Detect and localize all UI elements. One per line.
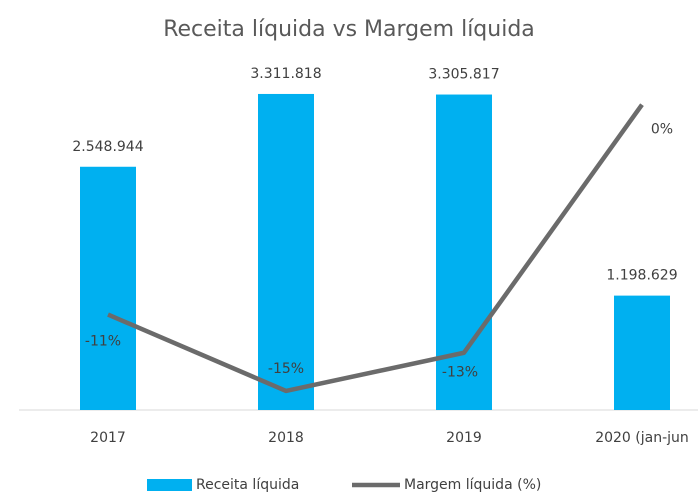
data-label: 0% (651, 122, 673, 138)
data-label: -11% (85, 334, 121, 350)
x-tick-label: 2019 (446, 430, 482, 446)
bar (614, 295, 670, 410)
line (107, 103, 644, 394)
x-tick-label: 2018 (268, 430, 304, 446)
chart-title: Receita líquida vs Margem líquida (163, 17, 535, 42)
data-label: 3.305.817 (428, 67, 499, 83)
legend-label: Receita líquida (196, 477, 299, 493)
data-label: -13% (442, 365, 478, 381)
data-label: 3.311.818 (250, 66, 321, 82)
bar (436, 94, 492, 410)
x-tick-label: 2020 (jan-jun (595, 430, 689, 446)
legend-label: Margem líquida (%) (404, 477, 541, 493)
data-label: 2.548.944 (72, 139, 143, 155)
data-label: -15% (268, 361, 304, 377)
x-tick-label: 2017 (90, 430, 126, 446)
bar (258, 93, 314, 410)
bar (80, 166, 136, 410)
data-label: 1.198.629 (606, 268, 677, 284)
legend-swatch (147, 479, 192, 491)
